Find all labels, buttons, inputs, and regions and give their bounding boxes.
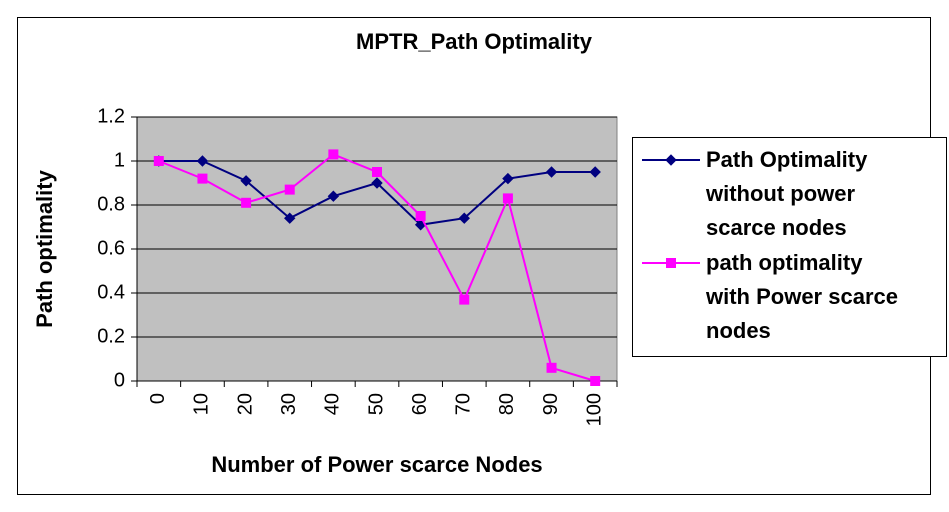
data-point [590, 376, 601, 386]
data-point [545, 166, 558, 178]
y-tick-label: 1 [114, 149, 125, 171]
chart-title: MPTR_Path Optimality [356, 29, 593, 54]
y-axis-title: Path optimality [32, 169, 57, 327]
data-point [502, 172, 514, 185]
legend-box [632, 137, 947, 357]
x-tick-label: 40 [322, 393, 344, 415]
data-point [327, 190, 340, 202]
y-tick-label: 1.2 [97, 105, 125, 127]
data-point [197, 173, 208, 184]
x-axis-title: Number of Power scarce Nodes [211, 452, 542, 477]
legend-swatch-marker [665, 154, 677, 166]
legend-swatch-marker [666, 258, 676, 268]
data-point [371, 177, 383, 189]
data-point [459, 294, 470, 305]
data-point [502, 193, 513, 204]
data-point [284, 184, 295, 195]
data-point [196, 155, 209, 167]
legend-label: Path Optimality without power scarce nod… [706, 147, 868, 240]
data-point [415, 211, 426, 221]
y-tick-label: 0.6 [97, 237, 125, 259]
data-point [372, 167, 382, 177]
y-tick-label: 0.4 [97, 281, 125, 303]
x-tick-label: 30 [278, 393, 300, 415]
x-tick-label: 80 [496, 393, 518, 415]
x-tick-label: 20 [234, 393, 256, 415]
data-point [153, 156, 164, 166]
data-point [284, 212, 296, 224]
x-tick-label: 10 [191, 393, 213, 415]
legend-label: path optimality with Power scarce nodes [706, 250, 898, 343]
data-point [458, 212, 470, 224]
data-point [546, 362, 557, 373]
x-tick-label: 0 [147, 393, 169, 404]
x-tick-label: 50 [365, 393, 387, 415]
data-point [589, 166, 601, 178]
y-tick-label: 0.8 [97, 193, 125, 215]
data-point [240, 175, 252, 187]
x-tick-label: 70 [453, 393, 475, 415]
x-tick-label: 90 [540, 393, 562, 415]
y-tick-label: 0.2 [97, 325, 125, 347]
data-point [328, 149, 339, 160]
x-tick-label: 100 [583, 393, 605, 426]
y-tick-label: 0 [114, 369, 125, 391]
data-point [241, 197, 252, 208]
x-tick-label: 60 [409, 393, 431, 415]
